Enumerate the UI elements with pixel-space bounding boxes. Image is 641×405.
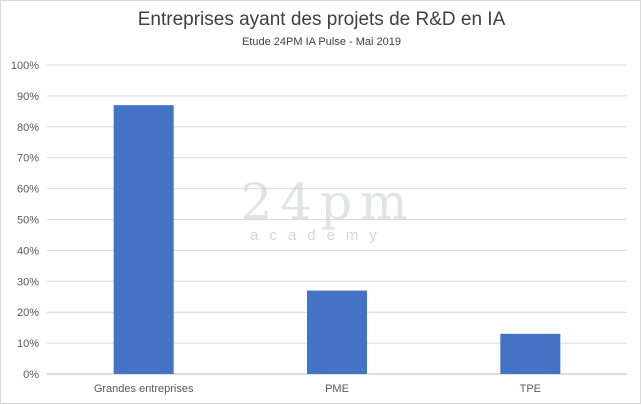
bar (307, 290, 367, 374)
y-tick-label: 10% (17, 338, 39, 350)
y-tick-label: 100% (11, 60, 39, 72)
x-axis-tick-labels: Grandes entreprises PME TPE (94, 383, 541, 395)
y-tick-label: 50% (17, 215, 39, 227)
x-tick-label: Grandes entreprises (94, 383, 194, 395)
bar (500, 333, 561, 374)
y-tick-label: 70% (17, 153, 39, 165)
x-tick-label: TPE (520, 383, 541, 395)
y-tick-label: 40% (17, 245, 39, 257)
y-tick-label: 90% (17, 91, 39, 103)
y-tick-label: 60% (17, 184, 39, 196)
y-tick-label: 30% (17, 276, 39, 288)
bar (113, 105, 174, 375)
chart-subtitle: Etude 24PM IA Pulse - Mai 2019 (242, 36, 401, 48)
chart-title: Entreprises ayant des projets de R&D en … (137, 9, 506, 30)
y-axis-tick-labels: 0% 10% 20% 30% 40% 50% 60% 70% 80% 90% 100% (11, 60, 39, 381)
y-tick-label: 0% (23, 369, 39, 381)
watermark-main-text: 24pm (240, 173, 415, 231)
watermark-sub-text: academy (250, 227, 388, 244)
watermark-logo: 24pm academy (240, 173, 415, 244)
y-tick-label: 20% (17, 307, 39, 319)
y-tick-label: 80% (17, 122, 39, 134)
x-tick-label: PME (325, 383, 349, 395)
bars (113, 105, 561, 375)
